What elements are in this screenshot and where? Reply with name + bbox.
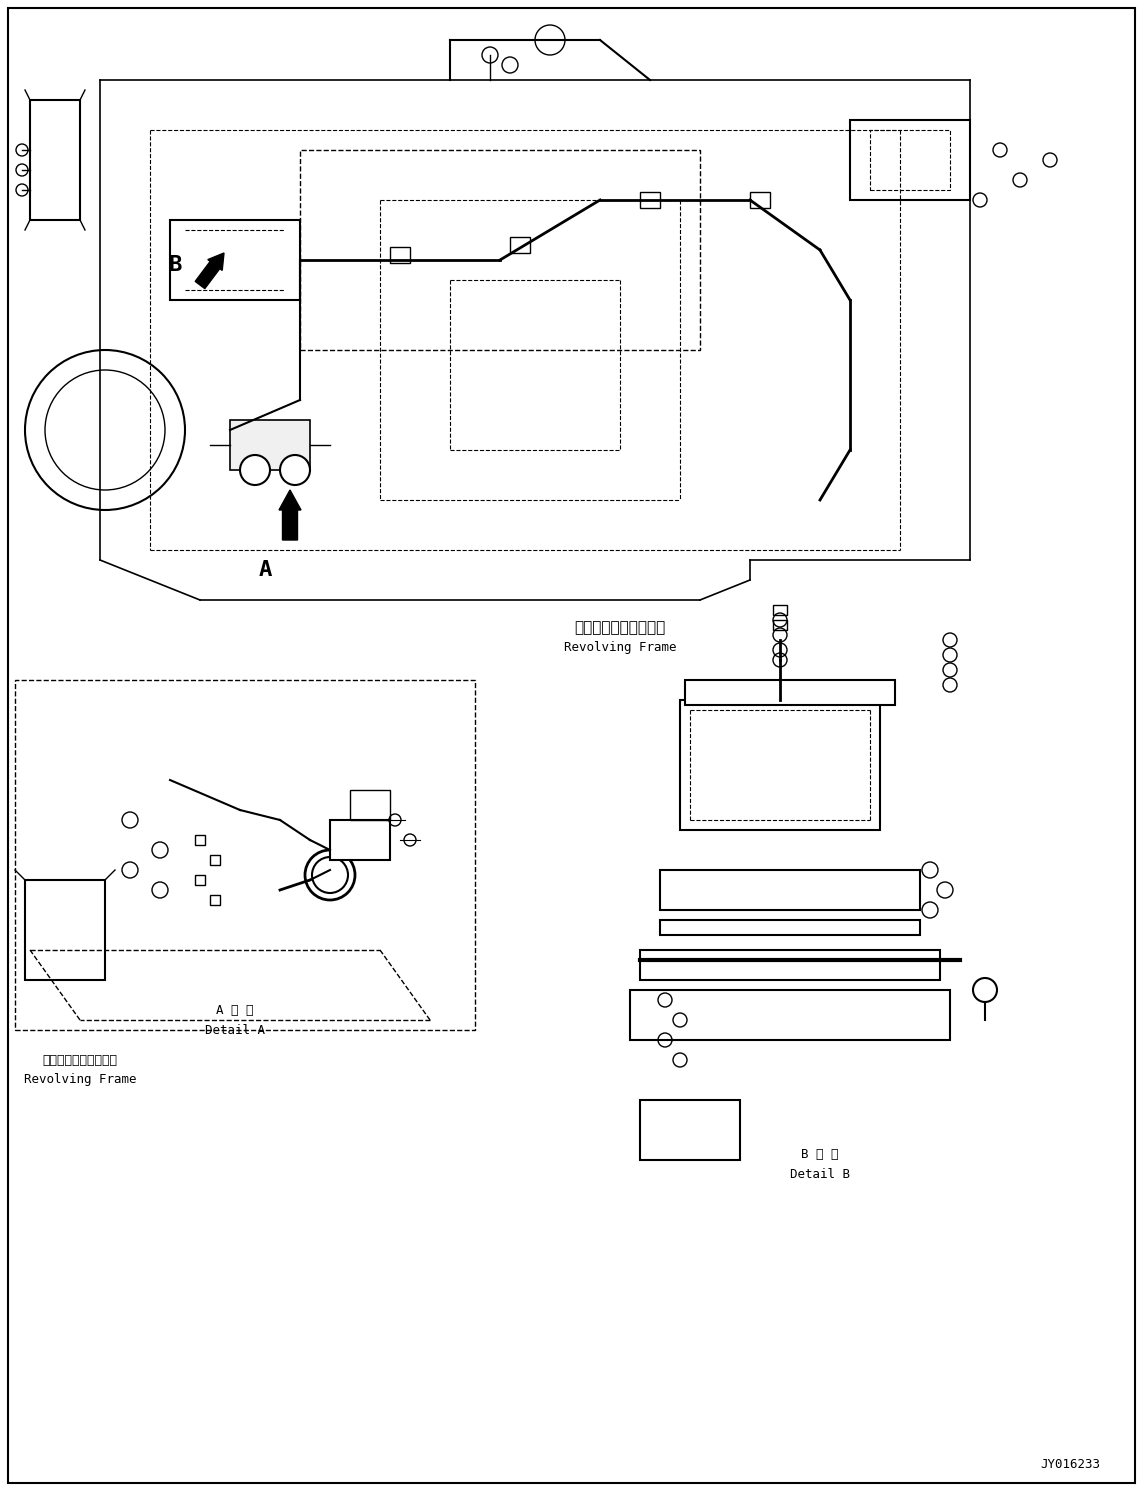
- Circle shape: [305, 850, 355, 901]
- Bar: [750, 192, 770, 209]
- Bar: [870, 130, 950, 189]
- Circle shape: [122, 862, 138, 878]
- Bar: [660, 871, 920, 910]
- Bar: [510, 237, 530, 253]
- Circle shape: [240, 455, 270, 485]
- Circle shape: [152, 842, 168, 857]
- Bar: [640, 192, 660, 209]
- FancyArrow shape: [279, 491, 301, 540]
- Bar: [195, 875, 205, 886]
- Bar: [15, 680, 475, 1030]
- Text: JY016233: JY016233: [1040, 1458, 1100, 1472]
- FancyArrow shape: [195, 253, 224, 289]
- Bar: [685, 680, 895, 705]
- Bar: [25, 880, 105, 980]
- Bar: [299, 151, 700, 350]
- Bar: [640, 950, 940, 980]
- Text: Detail B: Detail B: [790, 1169, 850, 1181]
- Text: B 詳 細: B 詳 細: [801, 1148, 839, 1161]
- Bar: [330, 820, 390, 860]
- Text: Revolving Frame: Revolving Frame: [24, 1074, 136, 1087]
- Bar: [773, 605, 788, 614]
- Bar: [210, 895, 219, 905]
- Bar: [630, 990, 950, 1041]
- Circle shape: [122, 813, 138, 828]
- Circle shape: [280, 455, 310, 485]
- Text: レボルビングフレーム: レボルビングフレーム: [42, 1054, 118, 1066]
- Bar: [680, 699, 880, 830]
- Circle shape: [152, 883, 168, 898]
- Bar: [850, 119, 970, 200]
- Bar: [195, 835, 205, 845]
- Bar: [640, 1100, 740, 1160]
- Text: レボルビングフレーム: レボルビングフレーム: [575, 620, 665, 635]
- Text: A 詳 細: A 詳 細: [216, 1003, 254, 1017]
- Text: B: B: [168, 255, 182, 274]
- Bar: [30, 100, 80, 221]
- Bar: [350, 790, 390, 820]
- Bar: [170, 221, 299, 300]
- Bar: [210, 854, 219, 865]
- Bar: [773, 620, 788, 631]
- Text: Revolving Frame: Revolving Frame: [563, 641, 677, 655]
- Bar: [660, 920, 920, 935]
- Bar: [390, 248, 410, 262]
- Text: A: A: [258, 561, 272, 580]
- Bar: [230, 420, 310, 470]
- Text: Detail A: Detail A: [205, 1023, 265, 1036]
